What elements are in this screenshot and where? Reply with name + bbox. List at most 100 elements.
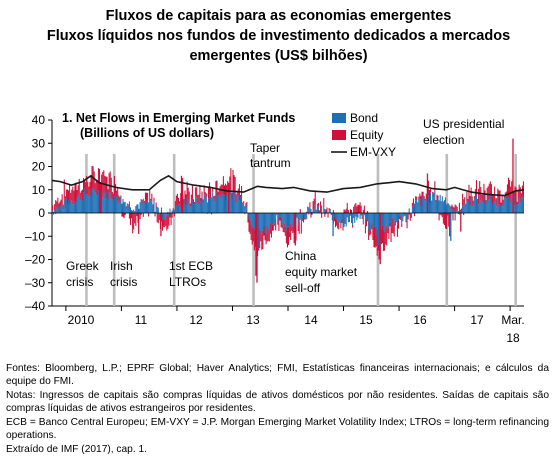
equity-bar [63, 179, 65, 200]
bond-bar [54, 210, 56, 213]
bond-bar [517, 204, 519, 213]
equity-bar [482, 194, 484, 203]
bond-bar [172, 210, 174, 213]
equity-spike-bar [138, 213, 140, 234]
bond-bar [433, 197, 435, 213]
equity-bar [188, 191, 190, 199]
equity-bar [112, 193, 114, 201]
x-label-2015: 15 [359, 313, 373, 327]
equity-bar [389, 222, 391, 227]
equity-bar [113, 175, 116, 196]
annotation-irish-line-2: crisis [110, 275, 137, 289]
bond-bar [111, 199, 113, 213]
equity-bar [75, 182, 77, 202]
bond-bar [385, 213, 387, 229]
bond-bar [441, 196, 443, 213]
equity-bar [367, 211, 369, 213]
bond-bar [145, 201, 148, 213]
equity-bar [175, 195, 177, 206]
equity-bar [224, 183, 227, 201]
equity-bar [131, 213, 133, 219]
bond-bar [61, 205, 63, 213]
bond-bar [380, 213, 382, 229]
bond-bar [488, 199, 490, 213]
equity-bar [488, 183, 490, 200]
equity-bar [222, 176, 224, 194]
equity-bar [498, 190, 500, 205]
figure-title-line-1: Fluxos de capitais para as economias eme… [105, 8, 452, 24]
equity-spike-bar [100, 182, 102, 213]
bond-bar [278, 213, 280, 224]
bond-spike-bar [450, 213, 452, 241]
equity-bar [421, 191, 423, 197]
bond-bar [328, 210, 330, 213]
equity-bar [373, 226, 375, 248]
bond-bar [340, 213, 342, 223]
equity-bar [448, 213, 450, 227]
equity-bar [52, 205, 54, 211]
bond-bar [338, 213, 340, 224]
bond-bar [326, 212, 328, 213]
bond-bar [226, 195, 228, 213]
bond-bar [482, 202, 484, 213]
equity-bar [310, 213, 312, 218]
bond-bar [187, 203, 189, 213]
bond-bar [286, 213, 288, 228]
bond-bar [329, 210, 331, 213]
equity-bar [496, 198, 498, 207]
equity-bar [481, 194, 483, 200]
bond-bar [243, 203, 245, 213]
equity-bar [219, 186, 221, 196]
equity-bar [189, 203, 191, 207]
bond-bar [458, 213, 460, 215]
equity-bar [141, 200, 143, 204]
equity-bar [452, 213, 454, 221]
equity-bar [440, 213, 442, 216]
equity-bar [148, 213, 150, 217]
equity-bar [157, 213, 159, 224]
equity-bar [234, 176, 236, 196]
equity-bar [239, 195, 242, 197]
bond-bar [483, 194, 485, 213]
equity-bar [380, 228, 382, 245]
equity-bar [503, 195, 505, 199]
equity-bar [371, 223, 373, 230]
equity-bar [321, 213, 323, 218]
equity-bar [446, 213, 448, 229]
equity-bar [129, 213, 132, 225]
equity-bar [214, 195, 216, 202]
equity-bar [456, 207, 458, 208]
equity-bar [235, 194, 237, 203]
equity-bar [180, 193, 182, 208]
bond-bar [312, 210, 314, 213]
equity-bar [521, 185, 523, 198]
equity-bar [443, 213, 445, 226]
equity-bar [490, 184, 492, 197]
bond-bar [431, 201, 433, 213]
bond-bar [296, 213, 298, 217]
equity-bar [211, 213, 213, 215]
equity-bar [347, 210, 349, 213]
equity-bar [336, 219, 338, 226]
equity-bar [479, 181, 481, 196]
equity-bar [514, 186, 516, 206]
equity-bar [124, 213, 126, 216]
bond-bar [421, 196, 423, 213]
bond-bar [493, 194, 495, 213]
bond-bar [178, 204, 180, 213]
bond-bar [469, 205, 471, 213]
y-tick-label: 40 [32, 113, 46, 127]
y-tick-label: 0 [38, 206, 45, 220]
bond-bar [364, 213, 366, 225]
figure-title-line-2: Fluxos líquidos nos fundos de investimen… [46, 28, 511, 44]
equity-bar [72, 186, 74, 205]
bond-bar [157, 207, 159, 213]
bond-bar [110, 198, 112, 213]
equity-bar [444, 213, 447, 229]
equity-bar [472, 200, 474, 205]
bond-bar [321, 205, 323, 213]
equity-bar [78, 178, 80, 194]
equity-bar [309, 202, 311, 208]
equity-bar [200, 198, 202, 202]
equity-bar [128, 213, 130, 219]
